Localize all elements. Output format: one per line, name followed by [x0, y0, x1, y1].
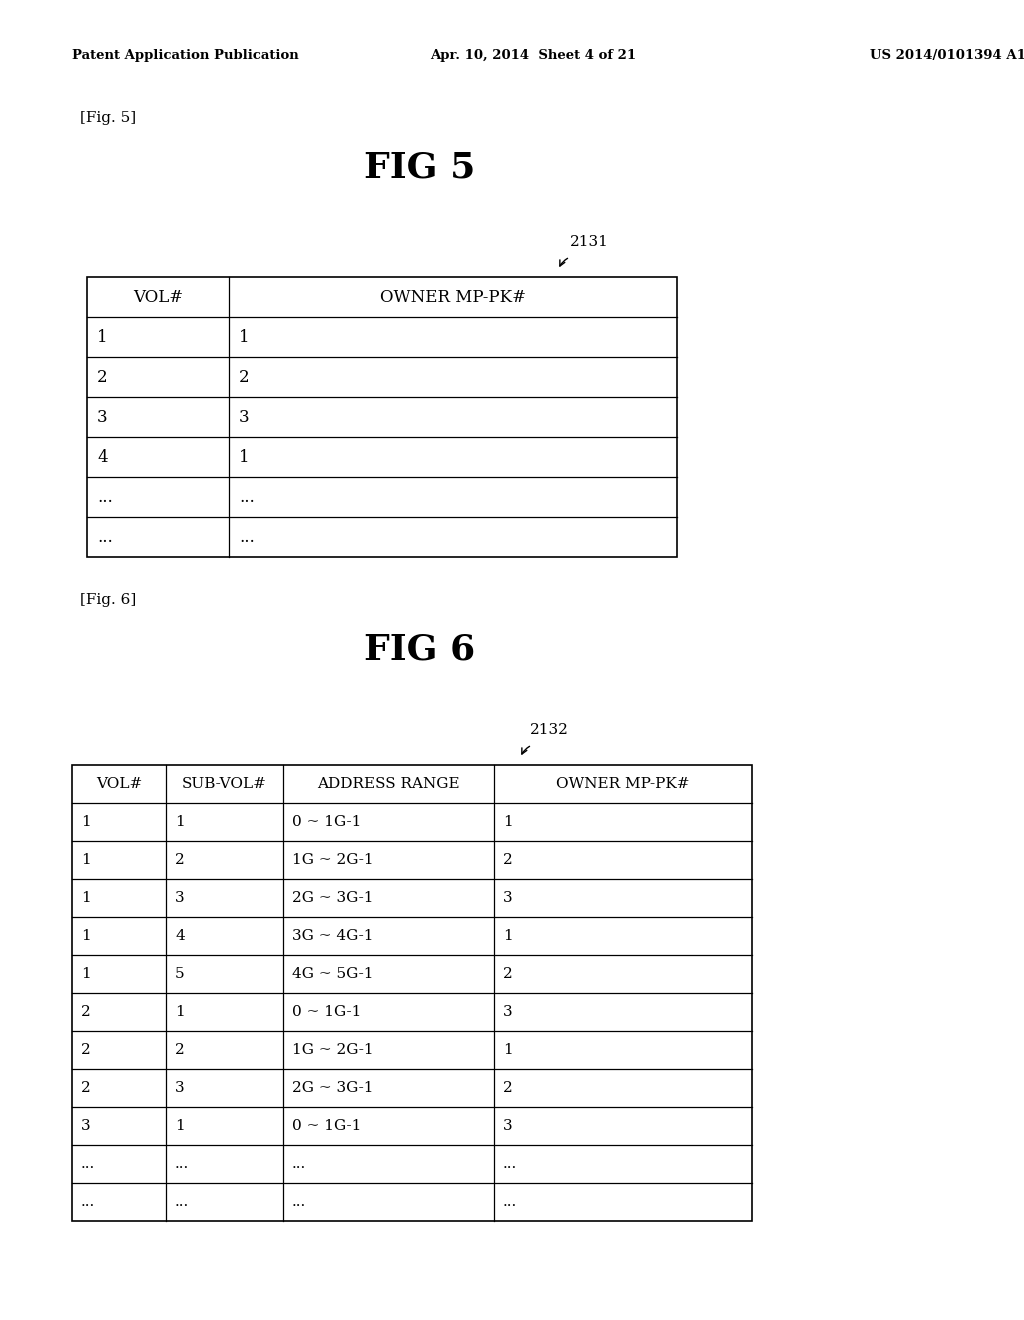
Text: 2: 2 — [175, 853, 184, 867]
Text: 3: 3 — [503, 1119, 513, 1133]
Text: 2131: 2131 — [570, 235, 609, 249]
Text: 1: 1 — [97, 329, 108, 346]
Text: 1: 1 — [239, 329, 250, 346]
Text: 3: 3 — [97, 408, 108, 425]
Text: 2: 2 — [81, 1081, 91, 1096]
Text: 3: 3 — [81, 1119, 91, 1133]
Text: 4: 4 — [175, 929, 184, 942]
Text: 2: 2 — [81, 1043, 91, 1057]
Text: ...: ... — [292, 1158, 306, 1171]
Text: FIG 5: FIG 5 — [365, 150, 476, 185]
Text: 2: 2 — [175, 1043, 184, 1057]
Text: 1: 1 — [81, 814, 91, 829]
Text: 3: 3 — [503, 1005, 513, 1019]
Text: ...: ... — [239, 528, 255, 545]
Text: [Fig. 5]: [Fig. 5] — [80, 111, 136, 125]
Text: ...: ... — [292, 1195, 306, 1209]
Bar — [72, 766, 752, 1221]
Text: ...: ... — [175, 1158, 189, 1171]
Text: 2: 2 — [503, 968, 513, 981]
Text: FIG 6: FIG 6 — [365, 634, 475, 667]
Text: SUB-VOL#: SUB-VOL# — [182, 777, 267, 791]
Text: 2G ~ 3G-1: 2G ~ 3G-1 — [292, 1081, 374, 1096]
Text: 1: 1 — [81, 853, 91, 867]
Text: ...: ... — [503, 1195, 517, 1209]
Text: 1: 1 — [503, 1043, 513, 1057]
Text: 0 ~ 1G-1: 0 ~ 1G-1 — [292, 814, 361, 829]
Text: 3: 3 — [175, 891, 184, 906]
Text: 2: 2 — [81, 1005, 91, 1019]
Text: Apr. 10, 2014  Sheet 4 of 21: Apr. 10, 2014 Sheet 4 of 21 — [430, 49, 636, 62]
Text: 3G ~ 4G-1: 3G ~ 4G-1 — [292, 929, 374, 942]
Bar — [87, 277, 677, 557]
Text: 1G ~ 2G-1: 1G ~ 2G-1 — [292, 853, 374, 867]
Text: ...: ... — [81, 1158, 95, 1171]
Text: ...: ... — [81, 1195, 95, 1209]
Text: ...: ... — [503, 1158, 517, 1171]
Text: 3: 3 — [175, 1081, 184, 1096]
Text: 0 ~ 1G-1: 0 ~ 1G-1 — [292, 1005, 361, 1019]
Text: 1: 1 — [81, 891, 91, 906]
Text: 1: 1 — [175, 1005, 184, 1019]
Text: OWNER MP-PK#: OWNER MP-PK# — [380, 289, 526, 305]
Text: 0 ~ 1G-1: 0 ~ 1G-1 — [292, 1119, 361, 1133]
Text: Patent Application Publication: Patent Application Publication — [72, 49, 299, 62]
Text: OWNER MP-PK#: OWNER MP-PK# — [556, 777, 690, 791]
Text: 2: 2 — [97, 368, 108, 385]
Text: 2: 2 — [503, 853, 513, 867]
Text: [Fig. 6]: [Fig. 6] — [80, 593, 136, 607]
Text: 1: 1 — [239, 449, 250, 466]
Text: 1: 1 — [503, 929, 513, 942]
Text: 3: 3 — [239, 408, 250, 425]
Text: 4: 4 — [97, 449, 108, 466]
Text: 5: 5 — [175, 968, 184, 981]
Text: 1: 1 — [81, 929, 91, 942]
Text: 1: 1 — [175, 1119, 184, 1133]
Text: ...: ... — [97, 488, 113, 506]
Text: 1: 1 — [81, 968, 91, 981]
Text: 2132: 2132 — [530, 723, 569, 737]
Text: 4G ~ 5G-1: 4G ~ 5G-1 — [292, 968, 374, 981]
Text: 1: 1 — [503, 814, 513, 829]
Text: 2: 2 — [239, 368, 250, 385]
Text: ...: ... — [175, 1195, 189, 1209]
Text: 2G ~ 3G-1: 2G ~ 3G-1 — [292, 891, 374, 906]
Text: US 2014/0101394 A1: US 2014/0101394 A1 — [870, 49, 1024, 62]
Text: ...: ... — [97, 528, 113, 545]
Text: 2: 2 — [503, 1081, 513, 1096]
Text: 3: 3 — [503, 891, 513, 906]
Text: VOL#: VOL# — [133, 289, 183, 305]
Text: ADDRESS RANGE: ADDRESS RANGE — [317, 777, 460, 791]
Text: 1G ~ 2G-1: 1G ~ 2G-1 — [292, 1043, 374, 1057]
Text: VOL#: VOL# — [96, 777, 142, 791]
Text: 1: 1 — [175, 814, 184, 829]
Text: ...: ... — [239, 488, 255, 506]
